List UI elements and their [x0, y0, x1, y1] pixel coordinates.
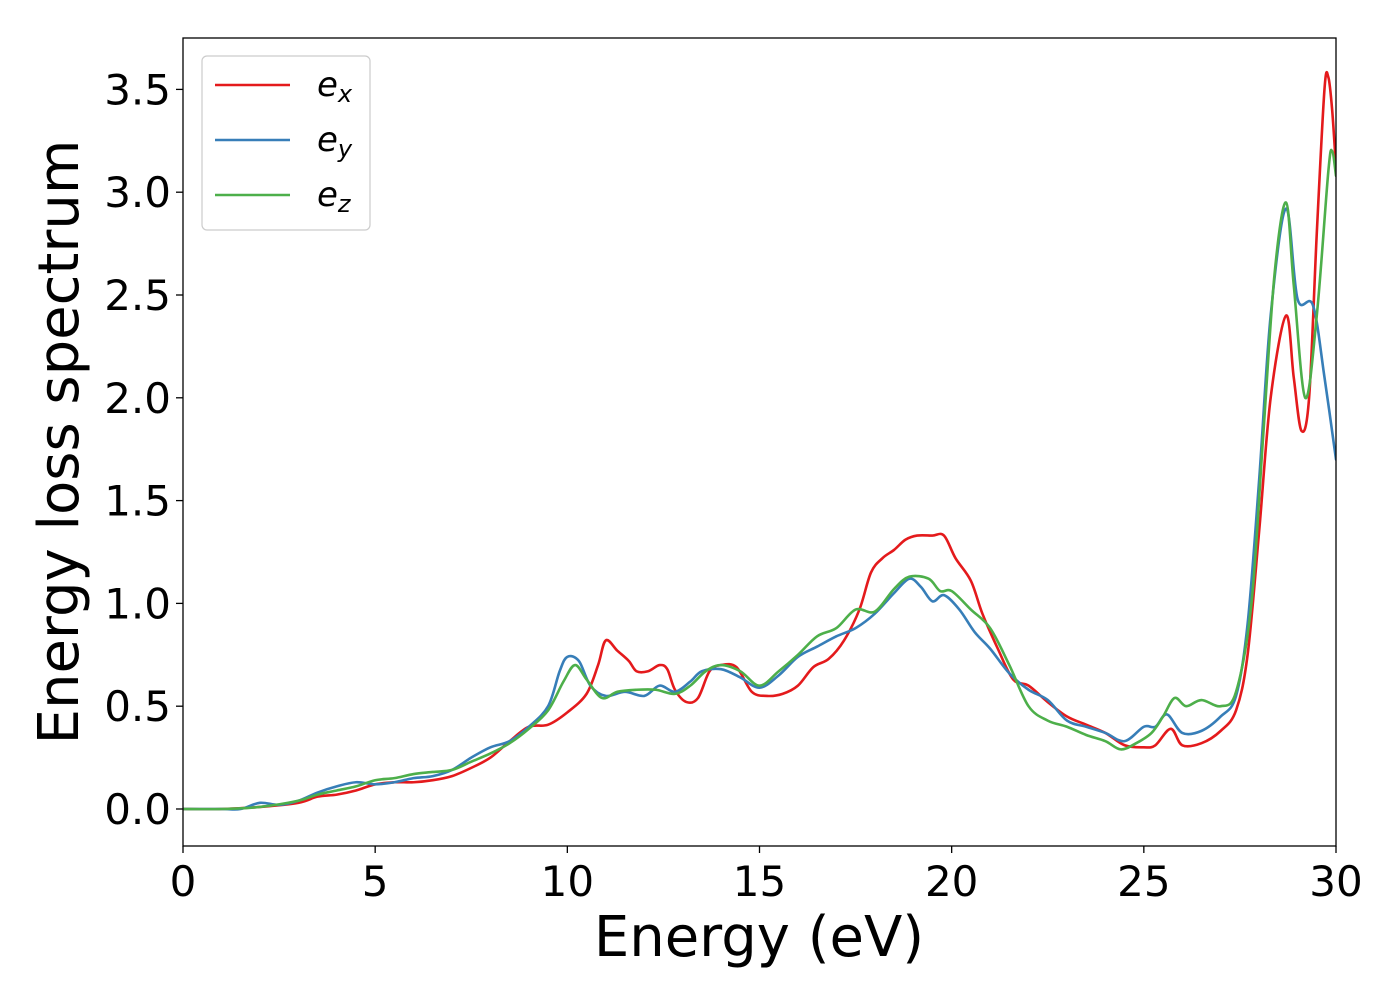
- series-line-y: [183, 207, 1336, 811]
- x-axis-ticks: 0 5 10 15 20 25 30: [170, 846, 1363, 906]
- x-tick-label: 5: [362, 857, 389, 906]
- legend-label-y: ey: [317, 120, 353, 163]
- legend-label-x: ex: [317, 65, 353, 108]
- y-tick-label: 2.0: [104, 374, 171, 423]
- y-tick-label: 2.5: [104, 271, 171, 320]
- x-tick-label: 10: [541, 857, 594, 906]
- legend-box: [201, 55, 371, 231]
- legend: ex ey ez: [201, 55, 371, 231]
- x-tick-label: 0: [170, 857, 197, 906]
- y-tick-label: 3.5: [104, 65, 171, 114]
- x-tick-label: 30: [1309, 857, 1362, 906]
- x-tick-label: 25: [1117, 857, 1170, 906]
- legend-label-z: ez: [317, 175, 352, 218]
- y-tick-label: 1.5: [104, 477, 171, 526]
- series-line-x: [183, 70, 1336, 811]
- y-tick-label: 1.0: [104, 579, 171, 628]
- x-tick-label: 15: [733, 857, 786, 906]
- x-tick-label: 20: [925, 857, 978, 906]
- y-tick-label: 0.0: [104, 785, 171, 834]
- series-layer: [183, 70, 1336, 811]
- y-tick-label: 3.0: [104, 168, 171, 217]
- y-axis-label: Energy loss spectrum: [27, 140, 92, 745]
- y-axis-ticks: 0.0 0.5 1.0 1.5 2.0 2.5 3.0 3.5: [104, 65, 183, 834]
- series-line-z: [183, 148, 1336, 811]
- x-axis-label: Energy (eV): [594, 905, 924, 970]
- y-tick-label: 0.5: [104, 682, 171, 731]
